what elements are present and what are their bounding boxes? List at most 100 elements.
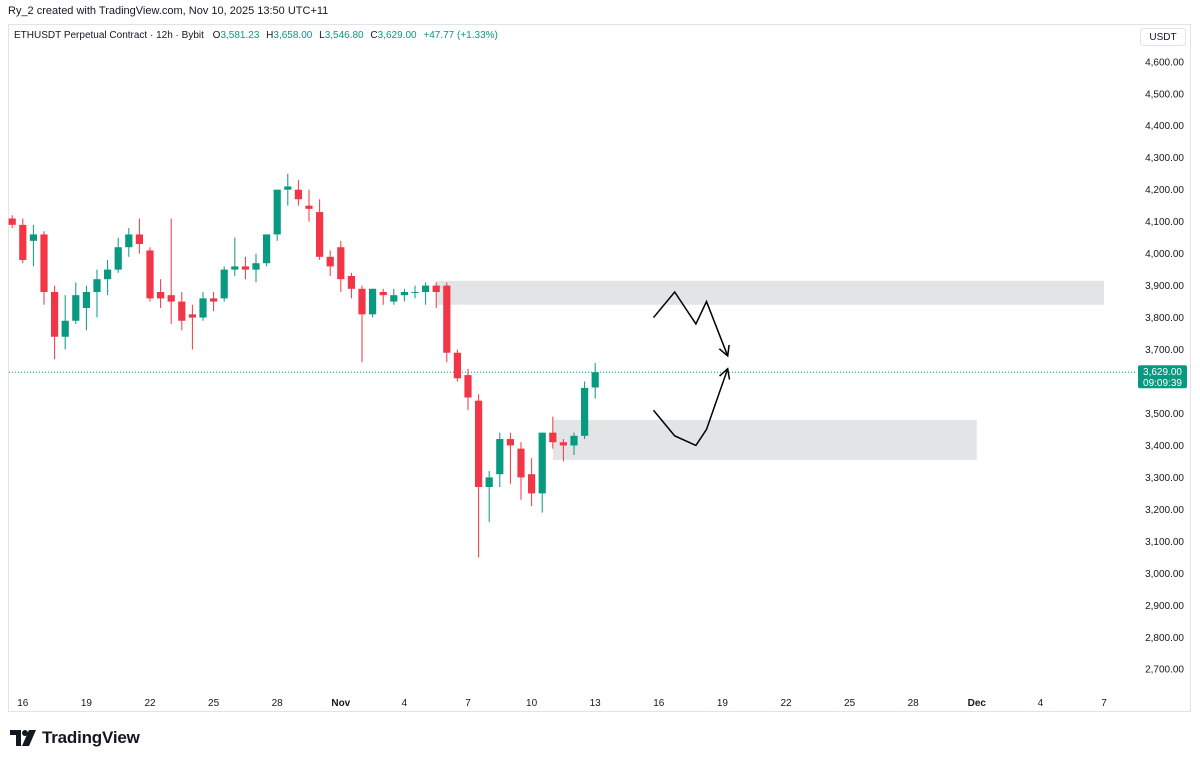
price-axis[interactable]: 2,700.00 2,800.00 2,900.00 3,000.00 3,100.00… — [1145, 57, 1184, 675]
candle — [464, 368, 472, 411]
last-price-value: 3,629.00 — [1143, 367, 1182, 378]
y-tick-label: 3,900.00 — [1145, 281, 1184, 292]
candle-body — [316, 212, 324, 257]
candle — [19, 218, 27, 264]
candle — [199, 291, 207, 321]
candle — [337, 240, 345, 292]
author-line: Ry_2 created with TradingView.com, Nov 1… — [8, 5, 329, 17]
candle — [379, 288, 387, 305]
x-tick-label: 28 — [908, 698, 920, 709]
x-tick-label: 7 — [1101, 698, 1107, 709]
candle-body — [581, 387, 589, 436]
demand-zone — [552, 419, 977, 460]
y-tick-label: 3,300.00 — [1145, 473, 1184, 484]
candle-body — [8, 218, 16, 225]
candle — [475, 394, 483, 558]
candle — [220, 266, 228, 302]
candle — [294, 180, 302, 206]
candle — [241, 256, 249, 280]
candle-body — [422, 285, 430, 292]
candle-body — [61, 320, 69, 337]
candle-body — [570, 435, 578, 446]
candle-body — [29, 234, 37, 241]
candle — [326, 250, 334, 276]
candle-body — [146, 250, 154, 299]
candle — [284, 173, 292, 206]
x-tick-label: 4 — [1038, 698, 1044, 709]
y-tick-label: 3,200.00 — [1145, 505, 1184, 516]
candle — [305, 189, 313, 222]
candle-body — [220, 269, 228, 299]
last-price-badge-bg — [1138, 365, 1187, 389]
candle — [453, 349, 461, 382]
candle-body — [199, 298, 207, 318]
candle-body — [549, 432, 557, 443]
x-tick-label: 25 — [844, 698, 856, 709]
y-tick-label: 4,300.00 — [1145, 153, 1184, 164]
y-tick-label: 4,500.00 — [1145, 89, 1184, 100]
symbol-legend: ETHUSDT Perpetual Contract · 12h · Bybit… — [14, 30, 498, 41]
candle — [390, 288, 398, 305]
candle — [591, 362, 599, 399]
candle — [157, 279, 165, 308]
candle-body — [167, 295, 175, 302]
y-tick-label: 4,100.00 — [1145, 217, 1184, 228]
candle-body — [241, 266, 249, 270]
candle-body — [411, 291, 419, 293]
brand-name: TradingView — [42, 728, 140, 747]
candle-body — [496, 439, 504, 475]
candle-body — [114, 247, 122, 270]
candle-body — [326, 256, 334, 267]
candle-body — [263, 234, 271, 264]
candle — [114, 237, 122, 273]
candle — [358, 285, 366, 363]
x-tick-label: Nov — [331, 698, 350, 709]
x-tick-label: 4 — [402, 698, 408, 709]
candle-body — [93, 279, 101, 292]
candle-body — [379, 291, 387, 296]
candle — [210, 291, 218, 312]
candle-body — [369, 288, 377, 315]
candle-body — [475, 400, 483, 488]
candle — [528, 458, 536, 507]
candle — [125, 228, 133, 257]
candle — [146, 247, 154, 302]
tradingview-logo[interactable]: TradingView — [10, 728, 140, 748]
candle-body — [464, 375, 472, 398]
x-tick-label: 25 — [208, 698, 220, 709]
legend-open-value: 3,581.23 — [220, 30, 260, 41]
time-axis[interactable]: 16 19 22 25 28 Nov 4 7 10 13 16 19 22 25 28 Dec 4 7 — [17, 698, 1107, 709]
y-tick-label: 2,700.00 — [1145, 665, 1184, 676]
x-tick-label: 28 — [272, 698, 284, 709]
candle-body — [358, 288, 366, 315]
candle — [443, 282, 451, 363]
y-tick-label: 3,700.00 — [1145, 345, 1184, 356]
candle — [252, 253, 260, 283]
y-tick-label: 4,000.00 — [1145, 249, 1184, 260]
bar-countdown: 09:09:39 — [1143, 378, 1182, 389]
candle-body — [188, 314, 196, 318]
tradingview-logo-icon — [10, 730, 36, 746]
x-tick-label: 16 — [653, 698, 665, 709]
zones-layer — [436, 280, 1104, 460]
candle-body — [72, 295, 80, 321]
y-tick-label: 2,900.00 — [1145, 601, 1184, 612]
upper-projection-path — [652, 290, 729, 357]
currency-selector[interactable]: USDT — [1140, 28, 1186, 46]
legend-change: +47.77 (+1.33%) — [423, 30, 498, 41]
legend-close-value: 3,629.00 — [377, 30, 417, 41]
candle — [231, 237, 239, 276]
legend-close-label: C — [370, 30, 378, 41]
y-tick-label: 3,800.00 — [1145, 313, 1184, 324]
candle-body — [538, 432, 546, 494]
supply-zone — [436, 280, 1104, 305]
candle — [570, 432, 578, 456]
x-tick-label: 19 — [717, 698, 729, 709]
candle — [61, 295, 69, 350]
y-tick-label: 4,600.00 — [1145, 57, 1184, 68]
x-tick-label: 7 — [465, 698, 471, 709]
x-tick-label: 10 — [526, 698, 538, 709]
candle — [40, 231, 48, 305]
candle-body — [252, 263, 260, 270]
